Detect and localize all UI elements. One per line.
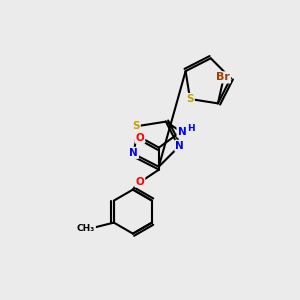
Text: CH₃: CH₃ — [77, 224, 95, 233]
Text: N: N — [129, 148, 138, 158]
Text: O: O — [136, 177, 144, 187]
Text: Br: Br — [216, 72, 230, 82]
Text: H: H — [187, 124, 195, 133]
Text: N: N — [178, 127, 186, 136]
Text: N: N — [175, 141, 184, 151]
Text: S: S — [186, 94, 194, 104]
Text: S: S — [132, 121, 140, 131]
Text: O: O — [136, 133, 144, 142]
